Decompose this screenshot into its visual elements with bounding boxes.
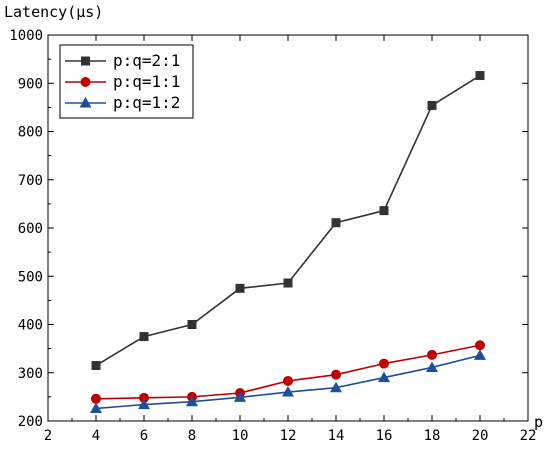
- x-tick-label: 10: [232, 428, 249, 444]
- y-tick-label: 700: [18, 173, 43, 189]
- data-point: [427, 100, 437, 110]
- x-tick-label: 22: [520, 428, 537, 444]
- data-point: [474, 349, 486, 360]
- legend: p:q=2:1 p:q=1:1 p:q=1:2: [59, 44, 194, 119]
- data-point: [91, 393, 101, 404]
- data-point: [235, 283, 245, 293]
- data-point: [331, 218, 341, 228]
- data-point: [186, 395, 198, 407]
- data-point: [378, 371, 390, 383]
- data-point: [283, 375, 293, 386]
- data-point: [91, 361, 101, 371]
- y-tick-label: 1000: [9, 28, 43, 44]
- legend-label: p:q=1:1: [113, 72, 180, 91]
- data-point: [379, 206, 389, 216]
- legend-label: p:q=2:1: [113, 51, 180, 70]
- y-tick-label: 500: [18, 269, 43, 285]
- series-layer: [90, 71, 486, 413]
- y-tick-label: 900: [18, 76, 43, 92]
- legend-label: p:q=1:2: [113, 93, 180, 112]
- legend-marker: [81, 56, 90, 66]
- x-tick-label: 14: [328, 428, 345, 444]
- x-tick-label: 20: [472, 428, 489, 444]
- data-point: [138, 398, 150, 410]
- series-3: [90, 349, 486, 413]
- data-point: [139, 392, 149, 403]
- x-tick-label: 6: [140, 428, 148, 444]
- y-tick-label: 800: [18, 125, 43, 141]
- x-tick-label: 8: [188, 428, 196, 444]
- x-tick-label: 4: [92, 428, 100, 444]
- data-point: [427, 349, 437, 360]
- data-point: [283, 278, 293, 288]
- legend-marker: [79, 97, 92, 108]
- x-axis-title: p: [534, 413, 543, 431]
- x-tick-label: 18: [424, 428, 441, 444]
- data-point: [282, 386, 294, 397]
- data-point: [475, 340, 485, 351]
- data-point: [187, 320, 197, 329]
- x-tick-label: 2: [44, 428, 52, 444]
- data-point: [330, 381, 342, 393]
- y-axis-title: Latency(μs): [4, 3, 103, 21]
- y-tick-label: 400: [18, 318, 43, 334]
- y-tick-label: 200: [18, 414, 43, 430]
- data-point: [379, 358, 389, 369]
- x-tick-label: 12: [280, 428, 297, 444]
- y-tick-label: 600: [18, 221, 43, 237]
- data-point: [475, 71, 485, 81]
- data-point: [331, 369, 341, 380]
- series-2: [91, 340, 485, 404]
- legend-marker: [80, 77, 91, 87]
- series-line: [95, 74, 481, 367]
- data-point: [234, 391, 246, 402]
- data-point: [139, 332, 149, 342]
- axes: 2 4 6 8 10 12 14 16 18 20 22 200 300 400 500 600 700 800 9…: [9, 28, 536, 444]
- data-point: [426, 361, 438, 372]
- data-point: [90, 402, 102, 413]
- series-1: [91, 71, 485, 371]
- y-tick-label: 300: [18, 366, 43, 382]
- x-tick-label: 16: [376, 428, 393, 444]
